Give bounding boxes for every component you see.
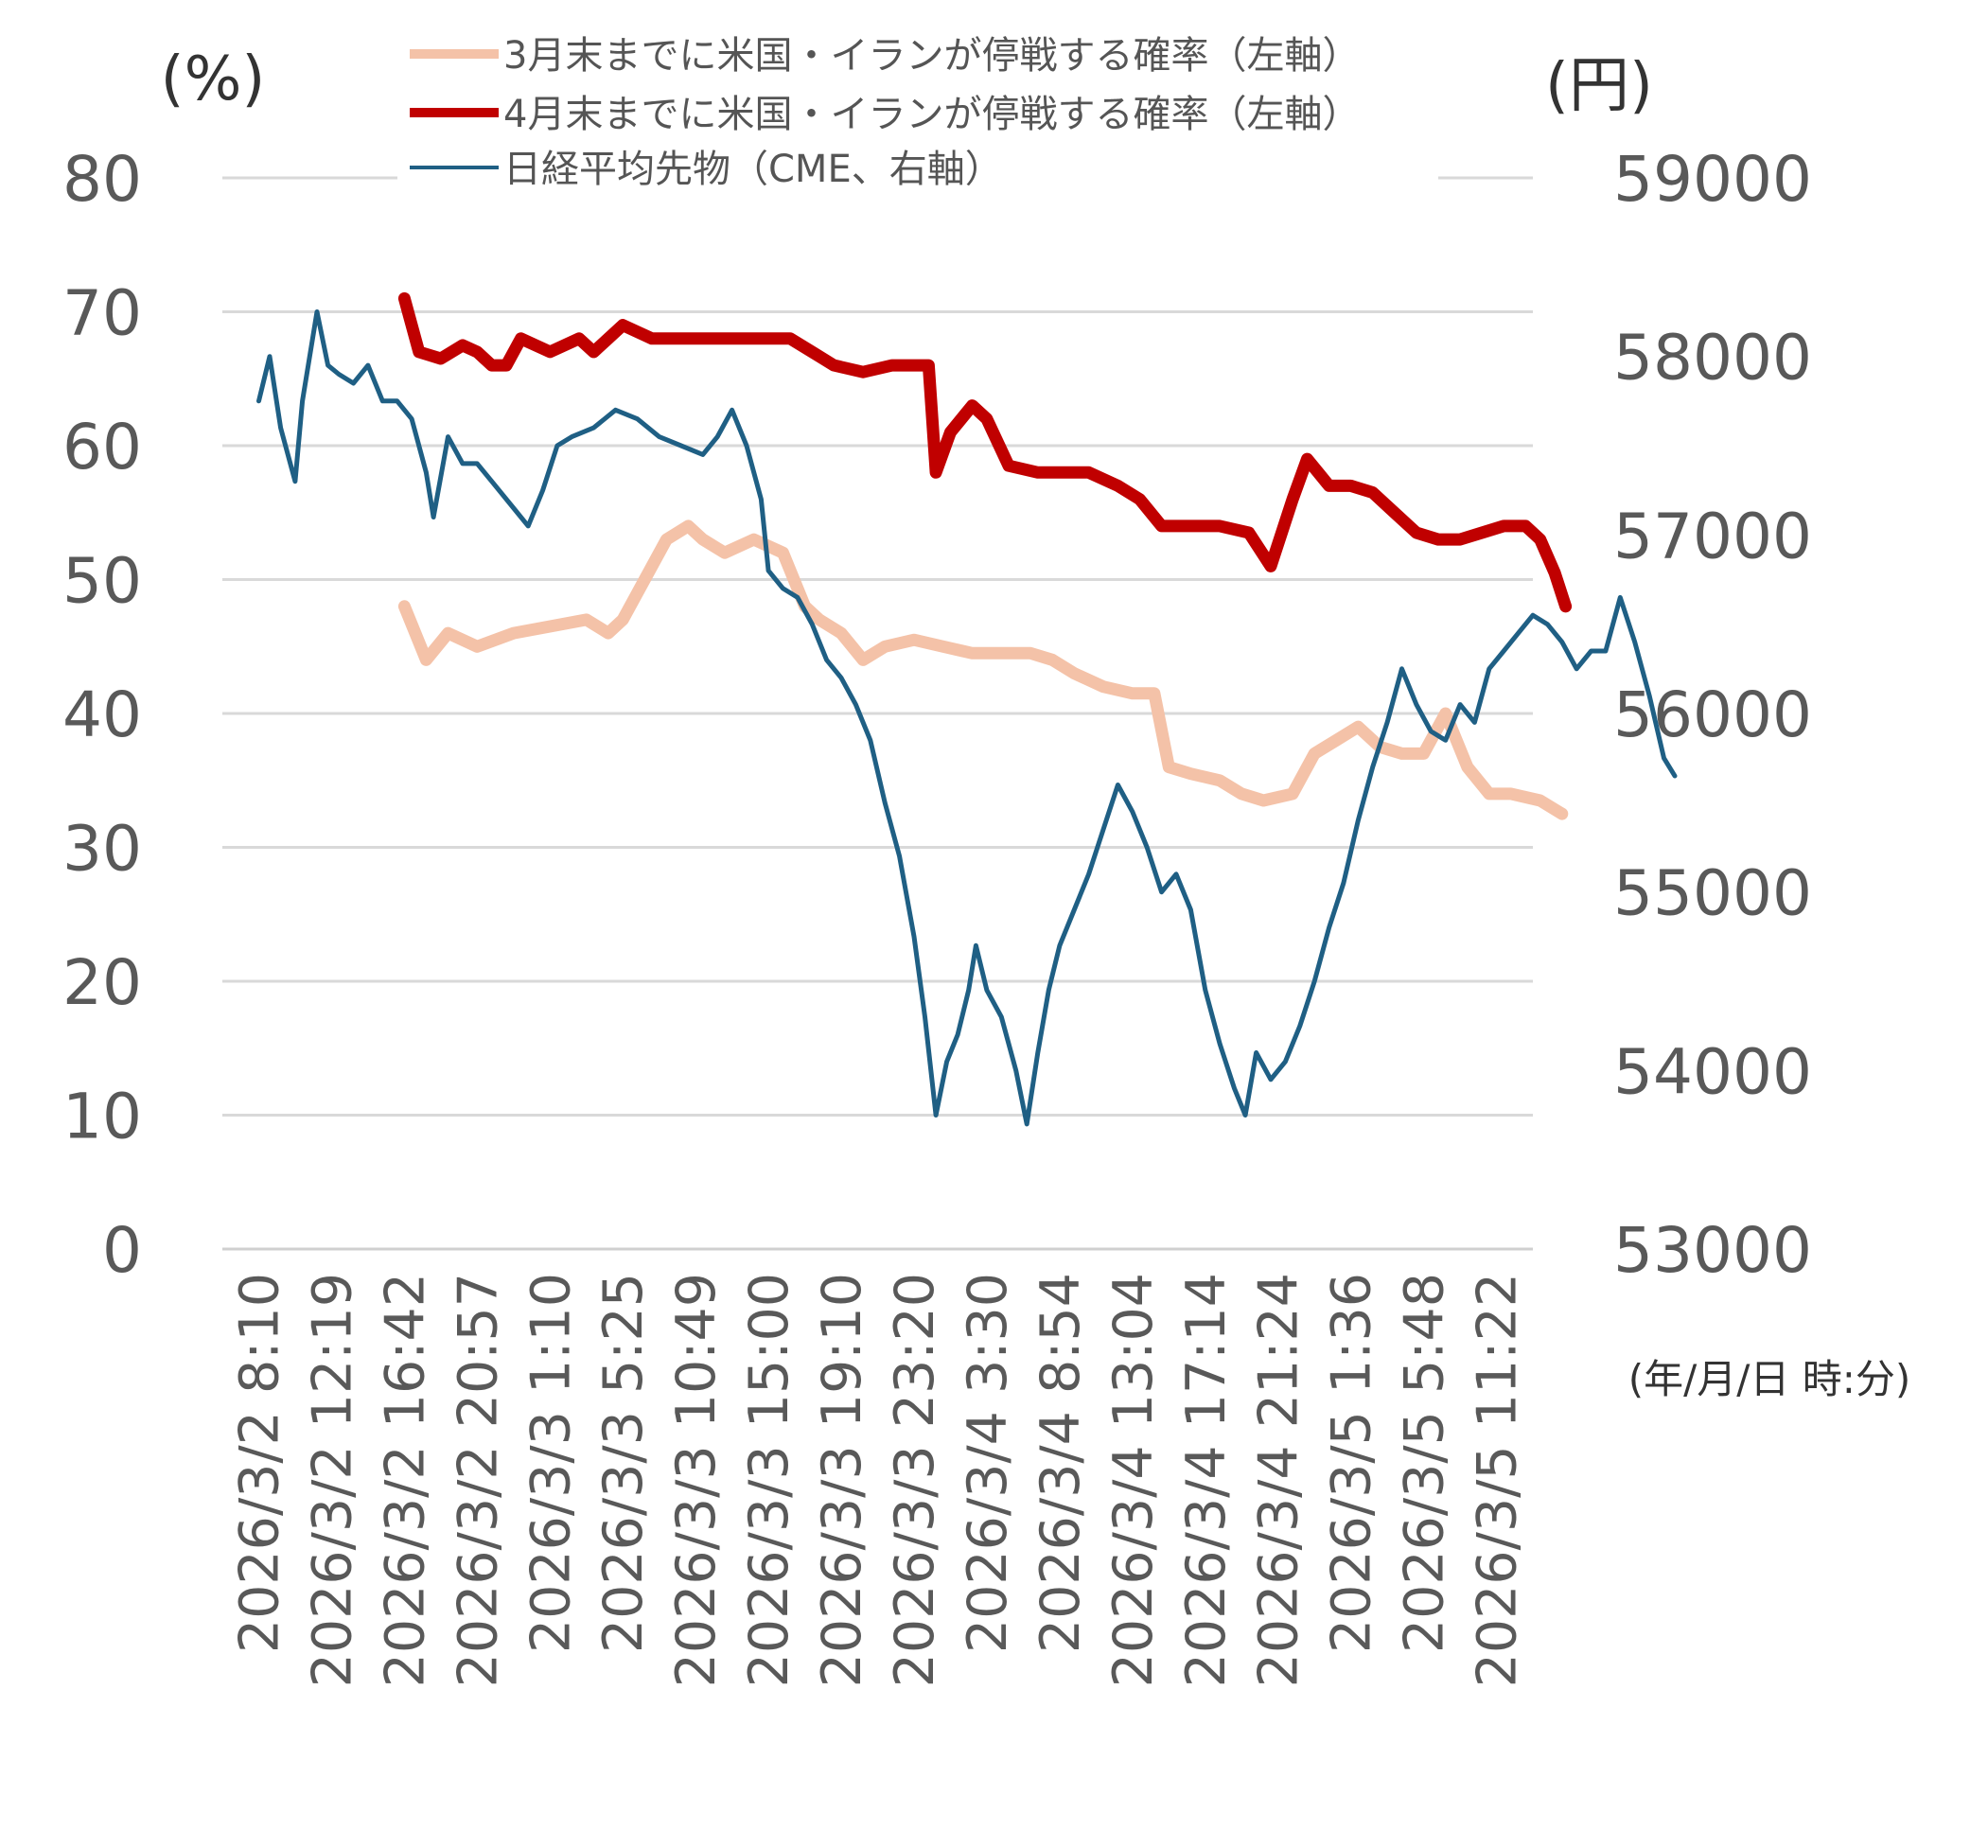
left-tick-label: 30 <box>62 813 142 886</box>
legend-background <box>397 28 1438 199</box>
left-tick-label: 20 <box>62 946 142 1019</box>
left-tick-label: 60 <box>62 411 142 484</box>
x-tick-label: 2026/3/2 16:42 <box>374 1273 436 1687</box>
x-tick-label: 2026/3/4 8:54 <box>1029 1273 1092 1653</box>
series-lines <box>256 291 1678 1127</box>
x-axis: 2026/3/2 8:10 2026/3/2 12:19 2026/3/2 16:4… <box>228 1273 1528 1687</box>
x-tick-label: 2026/3/4 17:14 <box>1175 1273 1238 1687</box>
x-tick-label: 2026/3/5 1:36 <box>1321 1273 1383 1653</box>
right-axis-unit: (円) <box>1545 51 1653 121</box>
right-tick-label: 53000 <box>1613 1214 1812 1287</box>
right-tick-label: 59000 <box>1613 143 1812 216</box>
legend-label-nikkei: 日経平均先物（CME、右軸） <box>503 148 1003 191</box>
x-tick-label: 2026/3/3 5:25 <box>592 1273 655 1653</box>
left-tick-label: 0 <box>102 1214 142 1287</box>
left-axis: 0 10 20 30 40 50 60 70 80 <box>62 143 142 1287</box>
x-tick-label: 2026/3/4 13:04 <box>1102 1273 1165 1687</box>
legend: 3月末までに米国・イランが停戦する確率（左軸） 4月末までに米国・イランが停戦す… <box>397 28 1438 199</box>
series-line-nikkei <box>256 309 1678 1127</box>
right-tick-label: 54000 <box>1613 1035 1812 1108</box>
x-tick-label: 2026/3/2 8:10 <box>228 1273 290 1653</box>
x-tick-label: 2026/3/3 10:49 <box>665 1273 728 1687</box>
right-axis: 53000 54000 55000 56000 57000 58000 59000 <box>1613 143 1812 1287</box>
right-tick-label: 58000 <box>1613 322 1812 395</box>
x-tick-label: 2026/3/3 1:10 <box>519 1273 582 1653</box>
right-tick-label: 57000 <box>1613 500 1812 572</box>
x-tick-label: 2026/3/3 23:20 <box>884 1273 946 1687</box>
x-axis-unit: (年/月/日 時:分) <box>1628 1356 1911 1402</box>
series-line-april <box>397 291 1573 613</box>
series-line-march <box>397 519 1569 820</box>
x-tick-label: 2026/3/3 19:10 <box>811 1273 873 1687</box>
x-tick-label: 2026/3/5 5:48 <box>1394 1273 1456 1653</box>
left-tick-label: 40 <box>62 678 142 751</box>
x-tick-label: 2026/3/2 12:19 <box>301 1273 363 1687</box>
left-tick-label: 50 <box>62 545 142 618</box>
x-tick-label: 2026/3/4 21:24 <box>1248 1273 1311 1687</box>
left-tick-label: 80 <box>62 143 142 216</box>
x-tick-label: 2026/3/5 11:22 <box>1467 1273 1529 1687</box>
left-axis-unit: (%) <box>161 44 266 114</box>
right-tick-label: 55000 <box>1613 857 1812 930</box>
left-tick-label: 10 <box>62 1081 142 1153</box>
right-tick-label: 56000 <box>1613 678 1812 751</box>
legend-label-march: 3月末までに米国・イランが停戦する確率（左軸） <box>503 34 1360 78</box>
x-tick-label: 2026/3/2 20:57 <box>447 1273 509 1687</box>
legend-label-april: 4月末までに米国・イランが停戦する確率（左軸） <box>503 93 1360 136</box>
x-tick-label: 2026/3/3 15:00 <box>738 1273 800 1687</box>
x-tick-label: 2026/3/4 3:30 <box>957 1273 1019 1653</box>
left-tick-label: 70 <box>62 277 142 350</box>
